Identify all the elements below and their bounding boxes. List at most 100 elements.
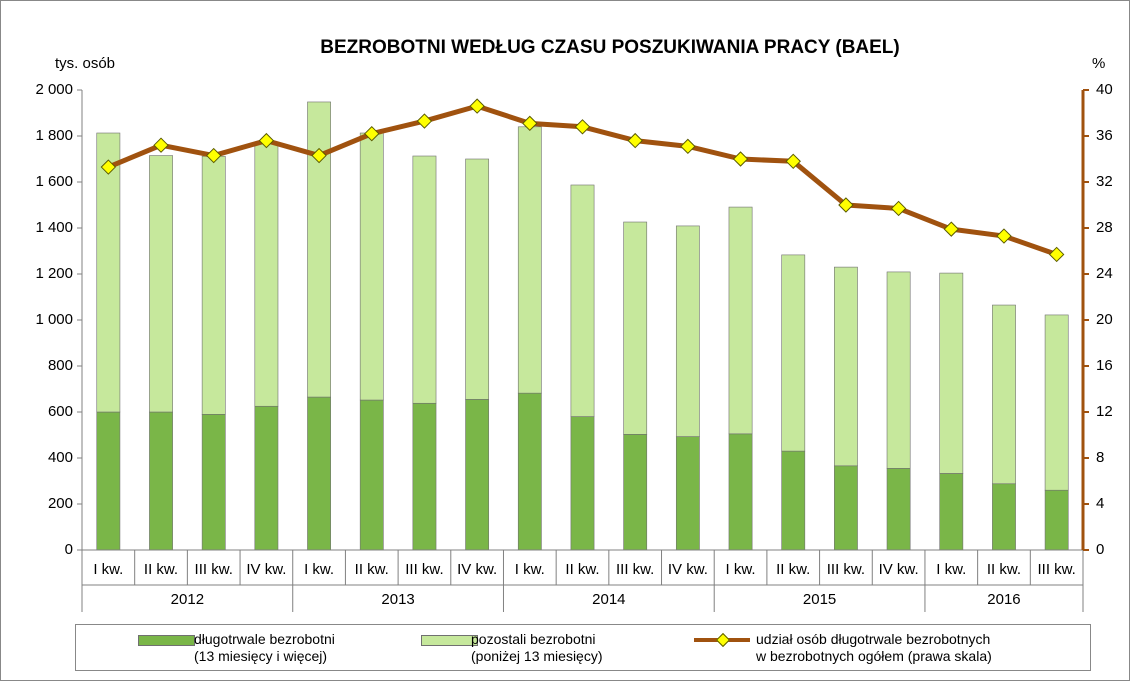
y-tick-label: 400: [48, 449, 73, 466]
bar: [359, 399, 384, 551]
bar: [307, 396, 331, 551]
year-label: 2013: [381, 591, 414, 608]
y-tick-label: 1 800: [35, 127, 73, 144]
bar: [886, 468, 911, 551]
y2-tick-label: 8: [1096, 449, 1104, 466]
marker: [1048, 246, 1065, 263]
marker: [469, 98, 485, 114]
bar: [570, 416, 595, 551]
year-label: 2012: [171, 591, 204, 608]
y2-tick-label: 40: [1096, 81, 1113, 98]
bar: [623, 221, 648, 435]
bar: [412, 155, 437, 404]
legend-label: długotrwale bezrobotni (13 miesięcy i wi…: [194, 631, 335, 664]
legend-swatch: [694, 632, 750, 648]
marker: [732, 151, 749, 167]
bar: [149, 155, 173, 413]
bar: [1044, 314, 1069, 491]
y2-tick-label: 0: [1096, 541, 1104, 558]
bar: [307, 101, 331, 398]
y-tick-label: 1 000: [35, 311, 73, 328]
legend-swatch: [138, 635, 195, 646]
legend: długotrwale bezrobotni (13 miesięcy i wi…: [75, 624, 1091, 671]
x-tick-label: I kw.: [726, 561, 756, 578]
bar: [254, 405, 279, 551]
marker: [785, 153, 801, 170]
bar: [992, 304, 1016, 485]
bar: [939, 473, 964, 551]
y-tick-label: 1 400: [35, 219, 73, 236]
year-label: 2016: [987, 591, 1020, 608]
bar: [201, 155, 226, 415]
bar: [728, 206, 753, 435]
marker: [680, 138, 696, 155]
marker: [627, 132, 643, 149]
y-tick-label: 600: [48, 403, 73, 420]
marker: [416, 113, 433, 129]
x-tick-label: II kw.: [144, 561, 178, 578]
y2-tick-label: 32: [1096, 173, 1113, 190]
bar: [675, 225, 700, 437]
x-tick-label: IV kw.: [668, 561, 708, 578]
bar: [834, 465, 858, 551]
bar: [359, 132, 384, 401]
marker: [153, 137, 169, 153]
legend-label: pozostali bezrobotni (poniżej 13 miesięc…: [471, 631, 603, 664]
marker: [943, 221, 959, 237]
y-tick-label: 0: [65, 541, 73, 558]
x-tick-label: II kw.: [565, 561, 599, 578]
x-tick-label: II kw.: [776, 561, 810, 578]
x-tick-label: IV kw.: [246, 561, 286, 578]
x-tick-label: IV kw.: [457, 561, 497, 578]
y2-tick-label: 16: [1096, 357, 1113, 374]
year-label: 2015: [803, 591, 836, 608]
x-tick-label: III kw.: [827, 561, 865, 578]
x-tick-label: I kw.: [936, 561, 966, 578]
bar: [465, 158, 490, 400]
bar: [992, 483, 1016, 551]
y-tick-label: 800: [48, 357, 73, 374]
y2-axis-label: %: [1092, 55, 1105, 72]
y-tick-label: 200: [48, 495, 73, 512]
bar: [886, 271, 911, 469]
bar: [465, 399, 490, 551]
y2-tick-label: 12: [1096, 403, 1113, 420]
y-axis-label: tys. osób: [55, 55, 115, 72]
x-tick-label: III kw.: [616, 561, 654, 578]
y2-tick-label: 24: [1096, 265, 1113, 282]
x-tick-label: III kw.: [195, 561, 233, 578]
bar: [675, 436, 700, 551]
marker: [206, 147, 222, 164]
bar: [834, 266, 858, 467]
bar: [781, 450, 806, 551]
bar: [939, 272, 964, 474]
y-tick-label: 2 000: [35, 81, 73, 98]
bar: [517, 392, 542, 551]
marker: [890, 200, 907, 217]
x-tick-label: III kw.: [405, 561, 443, 578]
y2-tick-label: 36: [1096, 127, 1113, 144]
x-tick-label: I kw.: [304, 561, 334, 578]
bar: [254, 142, 279, 407]
x-tick-label: II kw.: [987, 561, 1021, 578]
marker: [364, 125, 380, 142]
y-tick-label: 1 600: [35, 173, 73, 190]
marker: [258, 132, 275, 149]
bar: [570, 184, 595, 417]
marker: [311, 147, 327, 164]
bar: [149, 411, 173, 551]
marker: [574, 119, 591, 135]
bar: [96, 132, 121, 413]
bar: [517, 126, 542, 394]
legend-label: udział osób długotrwale bezrobotnych w b…: [756, 631, 992, 664]
bar: [1044, 489, 1069, 551]
chart-title: BEZROBOTNI WEDŁUG CZASU POSZUKIWANIA PRA…: [320, 37, 900, 58]
marker: [996, 228, 1012, 244]
x-tick-label: III kw.: [1037, 561, 1075, 578]
bar: [201, 413, 226, 551]
marker: [838, 197, 854, 213]
year-label: 2014: [592, 591, 625, 608]
legend-swatch: [421, 635, 478, 646]
